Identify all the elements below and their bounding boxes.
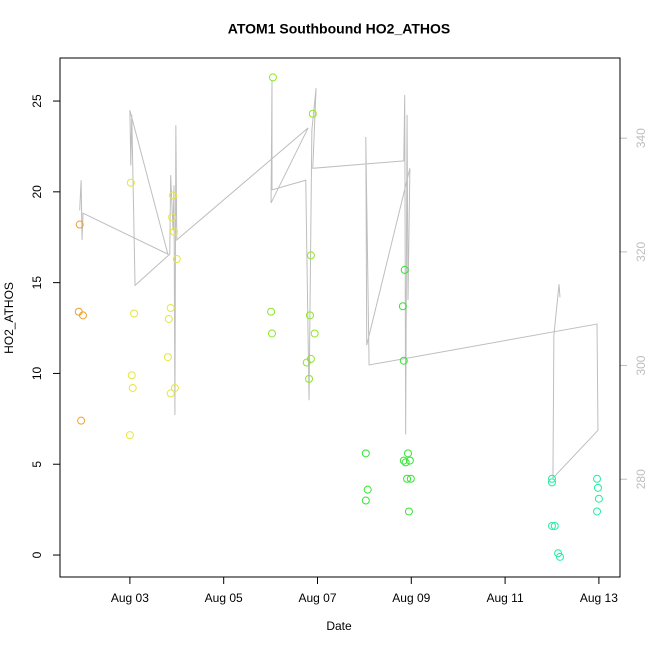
point: [172, 255, 181, 264]
point: [128, 383, 137, 392]
y-tick-label: 5: [30, 461, 44, 468]
x-tick-label: Aug 11: [487, 591, 524, 605]
point: [169, 227, 178, 236]
x-tick-label: Aug 09: [392, 591, 430, 605]
point: [401, 458, 410, 467]
point: [130, 309, 139, 318]
point: [405, 456, 414, 465]
point: [267, 307, 276, 316]
point: [126, 178, 135, 187]
point: [547, 478, 556, 487]
y-axis-title: HO2_ATHOS: [2, 282, 16, 354]
point: [127, 371, 136, 380]
point: [593, 474, 602, 483]
point: [166, 304, 175, 313]
point: [75, 220, 84, 229]
point: [169, 191, 178, 200]
series-line: [79, 80, 599, 480]
point: [361, 449, 370, 458]
point: [547, 474, 556, 483]
point: [164, 314, 173, 323]
point: [555, 552, 564, 561]
point: [267, 329, 276, 338]
x-tick-label: Aug 05: [205, 591, 243, 605]
point: [593, 483, 602, 492]
point: [168, 213, 177, 222]
y2-tick-label: 300: [634, 355, 648, 375]
point: [399, 356, 408, 365]
point: [398, 302, 407, 311]
point: [406, 474, 415, 483]
point: [547, 521, 556, 530]
point: [361, 496, 370, 505]
plot-frame: [59, 57, 621, 578]
point: [404, 507, 413, 516]
point: [268, 73, 277, 82]
point: [163, 353, 172, 362]
y-tick-label: 10: [30, 366, 44, 380]
point: [550, 521, 559, 530]
point: [404, 449, 413, 458]
y2-tick-label: 340: [634, 128, 648, 148]
y2-tick-label: 280: [634, 469, 648, 489]
point: [308, 109, 317, 118]
point: [363, 485, 372, 494]
point: [305, 374, 314, 383]
chart-title: ATOM1 Southbound HO2_ATHOS: [228, 21, 450, 37]
point: [399, 456, 408, 465]
point: [310, 329, 319, 338]
point: [78, 311, 87, 320]
y-tick-label: 0: [30, 551, 44, 558]
point: [305, 311, 314, 320]
point: [593, 507, 602, 516]
point: [306, 251, 315, 260]
point: [403, 474, 412, 483]
y2-tick-label: 320: [634, 242, 648, 262]
point: [400, 265, 409, 274]
y-tick-label: 20: [30, 185, 44, 199]
point: [170, 383, 179, 392]
point: [166, 389, 175, 398]
y-tick-label: 15: [30, 276, 44, 290]
point: [77, 416, 86, 425]
x-tick-label: Aug 07: [298, 591, 336, 605]
x-tick-label: Aug 13: [580, 591, 618, 605]
x-tick-label: Aug 03: [111, 591, 149, 605]
x-axis-title: Date: [326, 619, 352, 633]
point: [306, 354, 315, 363]
point: [594, 494, 603, 503]
point: [125, 431, 134, 440]
y-tick-label: 25: [30, 94, 44, 108]
